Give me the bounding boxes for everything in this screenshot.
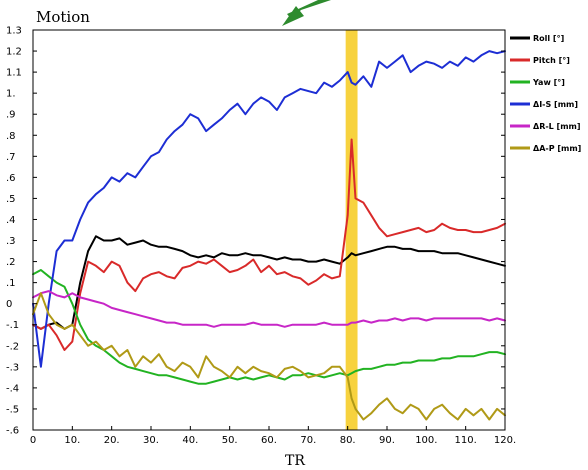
- x-tick-label: 80.: [340, 435, 356, 446]
- x-tick-label: 90.: [379, 435, 395, 446]
- series-line-1: [32, 138, 506, 351]
- x-axis-label: TR: [285, 453, 305, 469]
- series-line-5: [32, 292, 506, 421]
- x-tick-label: 10.: [64, 435, 80, 446]
- x-tick-label: 120.: [494, 435, 516, 446]
- highlight-band: [345, 30, 358, 430]
- legend-label-0: Roll [°]: [533, 34, 564, 43]
- series-line-4: [32, 290, 506, 328]
- x-tick-label: 100.: [415, 435, 437, 446]
- y-tick-label: -.2: [6, 341, 19, 352]
- y-tick-label: .4: [6, 215, 16, 226]
- y-tick-label: -.4: [6, 383, 19, 394]
- x-tick-label: 60.: [261, 435, 277, 446]
- x-tick-label: 40.: [182, 435, 198, 446]
- legend-label-2: Yaw [°]: [532, 78, 565, 87]
- y-tick-label: -.5: [6, 404, 19, 415]
- y-tick-label: .5: [6, 194, 16, 205]
- series-line-0: [32, 235, 506, 330]
- y-tick-label: .9: [6, 110, 16, 121]
- legend-label-3: ΔI-S [mm]: [533, 100, 578, 109]
- y-tick-label: .8: [6, 131, 16, 142]
- x-tick-label: 70.: [300, 435, 316, 446]
- series-layer: [32, 50, 506, 421]
- legend-label-1: Pitch [°]: [533, 56, 570, 65]
- ticks-layer: 0 10. 20. 30. 40. 50. 60. 70. 80. 90. 100. 110. 120.…: [6, 26, 516, 447]
- y-tick-label: 1.2: [6, 47, 22, 58]
- y-tick-label: -.1: [6, 320, 19, 331]
- legend-label-4: ΔR-L [mm]: [533, 122, 581, 131]
- y-tick-label: .2: [6, 257, 16, 268]
- y-tick-label: .6: [6, 173, 16, 184]
- chart-title: Motion: [36, 8, 90, 26]
- y-tick-label: -.3: [6, 362, 19, 373]
- x-tick-label: 110.: [455, 435, 477, 446]
- y-tick-label: 0: [6, 299, 12, 310]
- legend-label-5: ΔA-P [mm]: [533, 144, 581, 153]
- y-tick-label: 1.3: [6, 26, 22, 37]
- y-tick-label: .3: [6, 236, 16, 247]
- x-tick-label: 20.: [104, 435, 120, 446]
- x-tick-label: 50.: [222, 435, 238, 446]
- y-tick-label: 1.: [6, 89, 16, 100]
- x-tick-label: 0: [30, 435, 36, 446]
- y-tick-label: 1.1: [6, 68, 22, 79]
- legend: Roll [°] Pitch [°] Yaw [°] ΔI-S [mm] ΔR-L [m…: [510, 34, 581, 153]
- y-tick-label: -.6: [6, 426, 19, 437]
- series-line-3: [32, 50, 506, 368]
- y-tick-label: .1: [6, 278, 16, 289]
- x-tick-label: 30.: [143, 435, 159, 446]
- y-tick-label: .7: [6, 152, 16, 163]
- arrow-icon: [282, 0, 331, 26]
